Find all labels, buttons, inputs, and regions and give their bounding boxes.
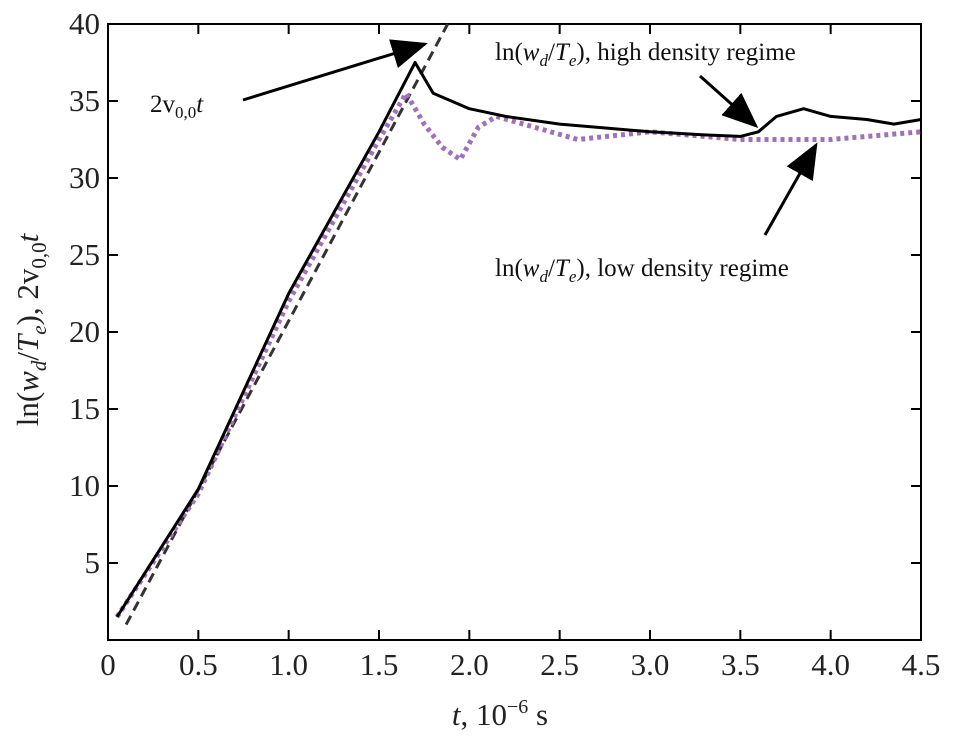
x-tick-label: 0.5: [179, 647, 218, 682]
y-tick-label: 40: [69, 6, 100, 41]
series-line: [115, 61, 922, 618]
x-tick-label: 3.5: [721, 647, 760, 682]
y-tick-label: 30: [69, 160, 100, 195]
y-tick-label: 25: [69, 237, 100, 272]
annotation: ln(wd/Te), high density regime: [495, 39, 796, 70]
y-tick-label: 5: [85, 545, 101, 580]
x-tick-label: 2.5: [540, 647, 579, 682]
arrow: [699, 74, 759, 128]
x-tick-label: 0: [100, 647, 116, 682]
y-axis-label: ln(wd/Te), 2v0,0t: [10, 232, 51, 426]
y-tick-label: 10: [69, 468, 100, 503]
y-tick-label: 35: [69, 83, 100, 118]
series-line: [114, 90, 922, 619]
x-tick-label: 2.0: [450, 647, 489, 682]
annotation: 2v0,0t: [150, 91, 204, 122]
y-tick-label: 15: [69, 391, 100, 426]
plot-area: [114, 23, 922, 626]
series-line: [124, 23, 450, 626]
x-tick-label: 4.5: [902, 647, 941, 682]
x-tick-label: 4.0: [811, 647, 850, 682]
x-axis-label: t, 10−6 s: [452, 696, 548, 732]
arrow: [242, 39, 428, 102]
y-tick-label: 20: [69, 314, 100, 349]
x-tick-label: 1.5: [360, 647, 399, 682]
annotation: ln(wd/Te), low density regime: [495, 255, 789, 286]
x-tick-label: 3.0: [631, 647, 670, 682]
x-tick-label: 1.0: [269, 647, 308, 682]
arrow: [763, 142, 818, 236]
